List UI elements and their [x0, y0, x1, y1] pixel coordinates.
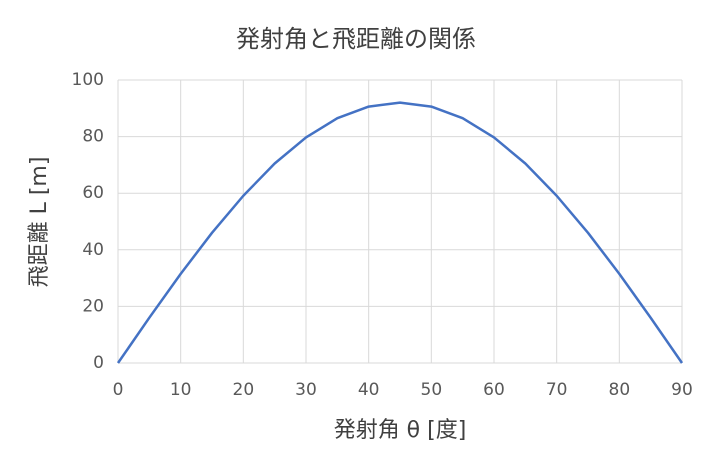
x-tick-label: 50: [421, 380, 443, 400]
x-tick-label: 30: [295, 380, 317, 400]
x-tick-label: 60: [483, 380, 505, 400]
x-tick-label: 80: [609, 380, 631, 400]
data-line: [116, 101, 684, 364]
chart-title: 発射角と飛距離の関係: [236, 25, 476, 53]
x-tick-label: 40: [358, 380, 380, 400]
x-tick-label: 90: [671, 380, 693, 400]
y-tick-label: 0: [93, 353, 104, 373]
x-axis-title: 発射角 θ [度]: [334, 418, 467, 443]
y-axis-title: 飛距離 L [m]: [27, 157, 52, 288]
y-tick-label: 100: [72, 70, 104, 90]
y-tick-label: 40: [82, 240, 104, 260]
x-tick-label: 10: [170, 380, 192, 400]
y-tick-label: 60: [82, 183, 104, 203]
x-tick-label: 70: [546, 380, 568, 400]
x-tick-label: 20: [233, 380, 255, 400]
x-tick-label: 0: [113, 380, 124, 400]
y-tick-label: 80: [82, 127, 104, 147]
y-tick-label: 20: [82, 296, 104, 316]
